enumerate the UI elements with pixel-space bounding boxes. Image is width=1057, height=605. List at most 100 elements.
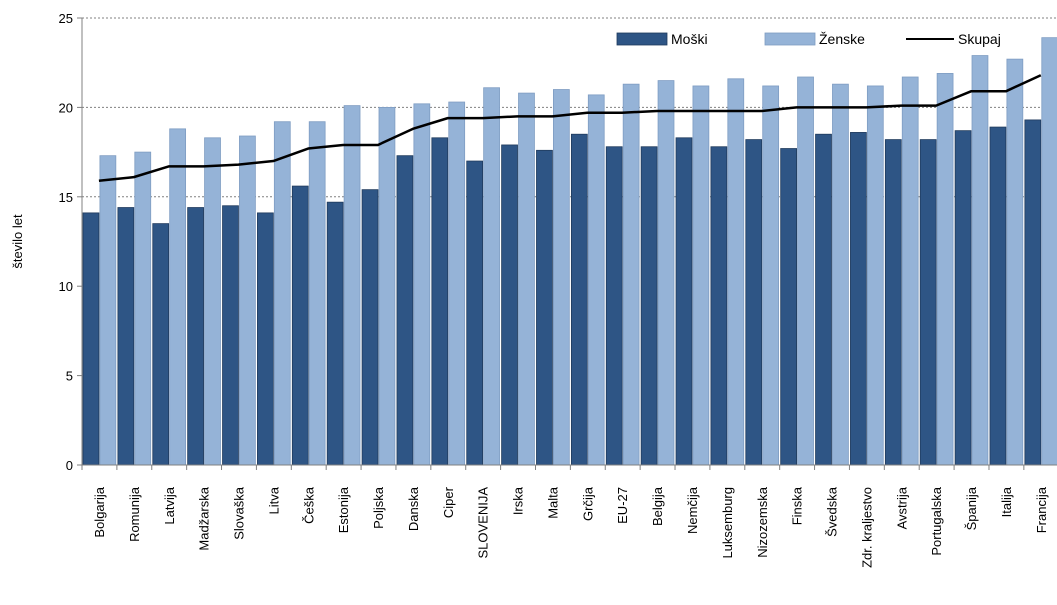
y-tick-label: 20 xyxy=(59,100,73,115)
x-tick-labels: Bolgarija Romunija Latvija Madžarska Slovašk… xyxy=(92,486,1049,568)
x-tick-label: Romunija xyxy=(127,486,142,542)
bar-moski xyxy=(640,146,658,466)
axes xyxy=(77,17,1057,470)
x-tick-label: Grčija xyxy=(580,486,595,521)
x-tick-label: Madžarska xyxy=(197,486,212,550)
y-tick-label: 5 xyxy=(66,369,73,384)
bar-zenske xyxy=(1006,58,1024,466)
bar-moski xyxy=(605,146,623,466)
bar-moski xyxy=(431,137,449,466)
bar-moski xyxy=(884,139,902,466)
bar-zenske xyxy=(692,85,710,466)
x-tick-label: Španija xyxy=(964,486,979,530)
bar-zenske xyxy=(413,103,431,466)
y-tick-label: 10 xyxy=(59,279,73,294)
bar-moski xyxy=(117,207,135,466)
y-tick-label: 25 xyxy=(59,11,73,26)
bar-zenske xyxy=(727,78,745,466)
legend-moski-swatch xyxy=(616,32,668,46)
x-tick-label: Latvija xyxy=(162,486,177,524)
bar-zenske xyxy=(901,76,919,466)
bar-moski xyxy=(815,133,832,466)
bar-moski xyxy=(710,146,728,466)
bar-moski xyxy=(82,212,100,466)
bar-zenske xyxy=(518,92,535,466)
legend: Moški Ženske Skupaj xyxy=(616,31,1001,47)
bar-moski xyxy=(152,223,170,466)
bar-zenske xyxy=(134,151,152,466)
bar-zenske xyxy=(587,94,605,466)
x-tick-label: Nizozemska xyxy=(755,486,770,558)
x-tick-label: Estonija xyxy=(336,486,351,533)
bar-moski xyxy=(1024,119,1042,466)
bar-zenske xyxy=(936,73,954,466)
bar-zenske xyxy=(239,135,256,466)
bar-moski xyxy=(396,155,414,466)
legend-zenske-label: Ženske xyxy=(819,31,865,47)
y-tick-label: 15 xyxy=(59,190,73,205)
bar-moski xyxy=(954,130,972,466)
bar-zenske xyxy=(832,83,849,466)
x-tick-label: Finska xyxy=(790,486,805,525)
bar-zenske xyxy=(448,101,466,466)
x-tick-label: Luksemburg xyxy=(720,487,735,559)
bar-moski xyxy=(675,137,693,466)
x-tick-label: Malta xyxy=(545,486,560,519)
bar-moski xyxy=(570,133,588,466)
bars xyxy=(82,37,1057,466)
x-tick-label: Litva xyxy=(266,486,281,514)
bar-zenske xyxy=(797,76,814,466)
bar-zenske xyxy=(866,85,884,466)
bar-moski xyxy=(536,149,553,466)
x-tick-label: SLOVENIJA xyxy=(476,487,491,559)
x-tick-label: Danska xyxy=(406,486,421,531)
x-tick-label: Švedska xyxy=(825,486,840,537)
bar-moski xyxy=(222,205,239,466)
y-tick-labels: 0 5 10 15 20 25 xyxy=(59,11,73,473)
x-tick-label: Bolgarija xyxy=(92,486,107,537)
x-tick-label: Poljska xyxy=(371,486,386,529)
bar-zenske xyxy=(657,80,675,466)
bar-zenske xyxy=(971,55,989,466)
x-tick-label: Avstrija xyxy=(894,486,909,529)
x-tick-label: Slovaška xyxy=(232,486,247,540)
bar-zenske xyxy=(553,89,570,466)
bar-moski xyxy=(850,132,867,466)
x-tick-label: EU-27 xyxy=(615,487,630,524)
bar-zenske xyxy=(343,105,361,466)
x-tick-label: Belgija xyxy=(650,486,665,526)
x-tick-label: Ciper xyxy=(441,486,456,518)
legend-zenske-swatch xyxy=(764,32,816,46)
x-tick-label: Irska xyxy=(511,486,526,515)
x-tick-label: Zdr. kraljestvo xyxy=(859,487,874,568)
bar-moski xyxy=(745,139,763,466)
y-tick-label: 0 xyxy=(66,458,73,473)
y-axis-label: število let xyxy=(10,214,25,269)
total-line xyxy=(98,74,1042,182)
legend-moski-label: Moški xyxy=(671,31,708,47)
bar-moski xyxy=(326,201,344,466)
line-skupaj xyxy=(98,74,1042,182)
bar-moski xyxy=(466,160,484,466)
bar-zenske xyxy=(1041,37,1057,466)
bar-moski xyxy=(780,148,797,466)
bar-moski xyxy=(257,212,274,466)
bar-zenske xyxy=(204,137,221,466)
bar-moski xyxy=(989,126,1007,466)
x-tick-label: Italija xyxy=(999,486,1014,517)
x-tick-label: Češka xyxy=(301,486,316,524)
legend-skupaj-label: Skupaj xyxy=(958,31,1001,47)
bar-moski xyxy=(361,189,379,466)
bar-zenske xyxy=(622,83,640,466)
bar-moski xyxy=(187,207,204,466)
x-tick-label: Nemčija xyxy=(685,486,700,534)
x-tick-label: Portugalska xyxy=(929,486,944,555)
bar-zenske xyxy=(483,87,500,466)
bar-zenske xyxy=(762,85,780,466)
bar-moski xyxy=(501,144,518,466)
x-tick-label: Francija xyxy=(1034,486,1049,533)
bar-zenske xyxy=(308,121,326,466)
bar-zenske xyxy=(99,155,117,466)
bar-zenske xyxy=(378,107,396,466)
